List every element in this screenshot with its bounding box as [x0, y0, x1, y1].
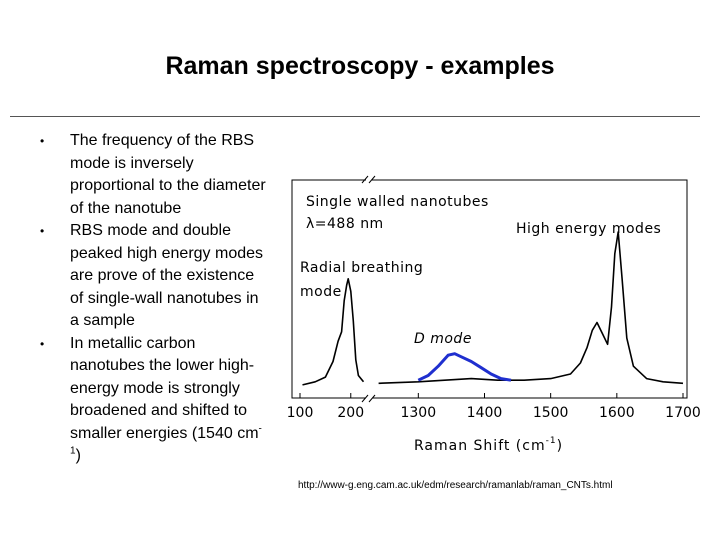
bullet-icon: •: [40, 336, 45, 351]
bullet-list: • The frequency of the RBS mode is inver…: [40, 130, 270, 468]
x-tick-label: 1400: [467, 405, 503, 421]
bullet-item: • RBS mode and double peaked high energy…: [40, 220, 270, 333]
x-tick-label: 200: [337, 405, 364, 421]
raman-spectrum-chart: 100 200 1300 1400 1500 1600 1700 Single walled…: [287, 175, 700, 454]
series-line-spectrum: [378, 231, 684, 385]
series-line-spectrum: [302, 278, 365, 386]
slide-title: Raman spectroscopy - examples: [165, 52, 555, 80]
annotation-d-mode: D mode: [414, 331, 472, 347]
x-tick-label: 1300: [400, 405, 436, 421]
x-axis-label: Raman Shift (cm-1): [414, 436, 563, 454]
x-tick-label: 1700: [665, 405, 700, 421]
series-line-d-mode: [417, 352, 512, 382]
bullet-text: RBS mode and double peaked high energy m…: [70, 222, 264, 329]
bullet-text: The frequency of the RBS mode is inverse…: [70, 132, 266, 217]
bullet-icon: •: [40, 134, 45, 148]
axis-break-gap: [366, 178, 372, 402]
annotation-wavelength: λ=488 nm: [306, 216, 384, 232]
source-url: http://www-g.eng.cam.ac.uk/edm/research/…: [298, 480, 613, 491]
title-divider: [10, 116, 700, 117]
annotation-high-energy-modes: High energy modes: [516, 221, 661, 237]
x-tick-label: 1600: [599, 405, 635, 421]
annotation-sample: Single walled nanotubes: [306, 194, 489, 210]
plot-frame: [291, 179, 688, 399]
bullet-icon: •: [40, 224, 45, 238]
x-tick-label: 100: [287, 405, 314, 421]
bullet-text: In metallic carbon nanotubes the lower h…: [70, 334, 262, 465]
x-tick-label: 1500: [533, 405, 569, 421]
raman-spectrum-figure: 100 200 1300 1400 1500 1600 1700 Single walled…: [280, 170, 700, 460]
bullet-item: • In metallic carbon nanotubes the lower…: [40, 333, 270, 468]
annotation-radial-breathing-mode: Radial breathing mode: [300, 260, 424, 300]
bullet-item: • The frequency of the RBS mode is inver…: [40, 130, 270, 220]
axis-break-marks: [361, 175, 376, 403]
